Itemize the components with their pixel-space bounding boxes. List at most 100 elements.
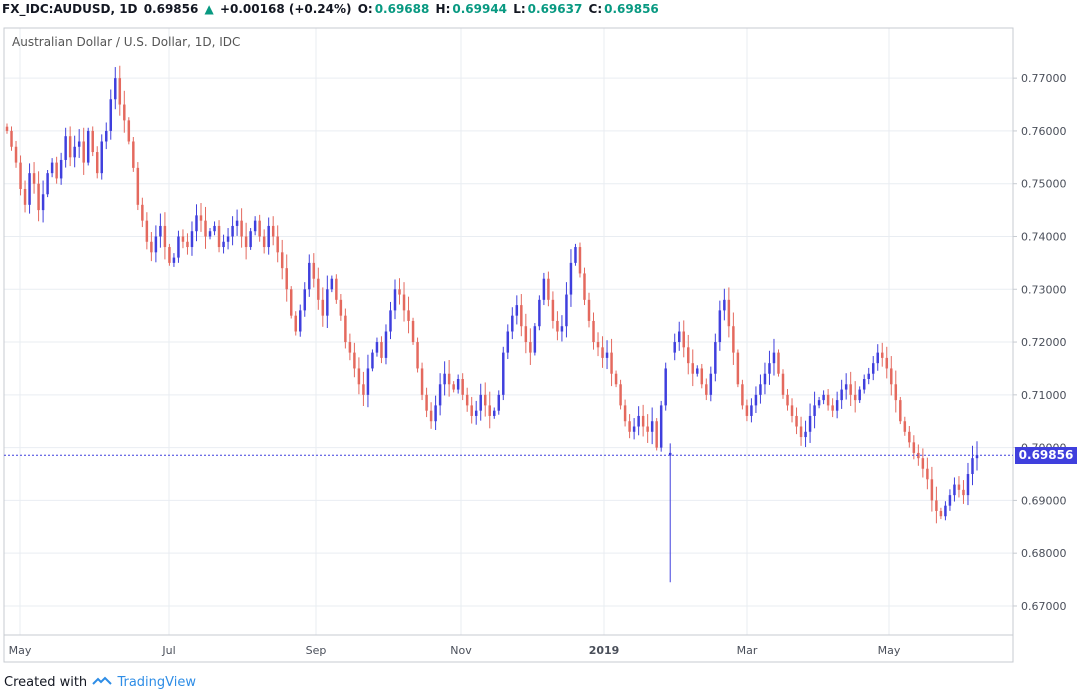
candle-body — [705, 384, 708, 395]
candle — [556, 311, 559, 341]
candle-body — [456, 379, 460, 390]
candle — [425, 387, 428, 418]
candle — [59, 152, 63, 185]
candle-body — [957, 484, 961, 490]
candle-body — [844, 384, 848, 390]
candle-body — [596, 342, 600, 348]
candle — [393, 279, 397, 320]
candle — [560, 315, 564, 342]
candle-body — [199, 215, 203, 221]
candle — [55, 156, 58, 184]
candle — [41, 180, 45, 223]
candle-body — [754, 394, 758, 406]
candle — [520, 294, 523, 337]
candle — [231, 216, 234, 246]
candle — [258, 214, 261, 242]
y-tick-label: 0.68000 — [1021, 547, 1067, 560]
candle-body — [77, 141, 81, 147]
candle-body — [177, 236, 180, 258]
candle-body — [168, 247, 171, 263]
candle-body — [637, 415, 640, 427]
candle — [326, 275, 329, 329]
candle — [317, 267, 320, 310]
candle — [849, 371, 852, 407]
candle — [461, 373, 464, 401]
candle-body — [208, 231, 212, 237]
candle-body — [145, 220, 149, 242]
candle-body — [614, 373, 618, 385]
candle-body — [565, 294, 568, 327]
candle-body — [700, 368, 704, 385]
candle-body — [718, 310, 722, 343]
candle-body — [86, 130, 90, 163]
candle — [687, 334, 690, 375]
candle-body — [109, 99, 113, 131]
candle-body — [204, 220, 207, 237]
candle — [145, 212, 149, 250]
candle-body — [389, 310, 392, 332]
candle — [308, 254, 311, 297]
candle — [262, 229, 266, 254]
candle — [77, 129, 81, 158]
candle-body — [95, 152, 99, 174]
time-axis[interactable]: May Jul Sep Nov 2019 Mar May — [9, 644, 901, 657]
candle — [664, 362, 667, 411]
candle — [948, 489, 952, 511]
candle-body — [276, 236, 279, 253]
candle — [574, 243, 577, 266]
candle-body — [515, 305, 519, 316]
candle — [19, 155, 22, 196]
price-axis[interactable]: 0.77000 0.76000 0.75000 0.74000 0.73000 0.720… — [1013, 72, 1067, 613]
candle — [736, 349, 740, 388]
candle-body — [425, 394, 428, 411]
candle — [402, 282, 406, 322]
candle-body — [127, 120, 131, 142]
candle — [650, 407, 654, 445]
candle — [73, 135, 76, 168]
candle — [921, 448, 925, 478]
candle-body — [59, 159, 63, 179]
candle — [592, 312, 595, 350]
candle — [465, 387, 469, 412]
candle-body — [267, 225, 270, 248]
candle — [123, 90, 126, 133]
candle-body — [362, 384, 365, 395]
candle — [371, 349, 374, 372]
candle-body — [533, 326, 537, 353]
candle-body — [524, 326, 528, 343]
candle-body — [420, 368, 424, 395]
candle-body — [488, 405, 491, 416]
candle-body — [813, 405, 816, 416]
x-tick-label: May — [9, 644, 32, 657]
candle — [114, 67, 117, 110]
candle — [890, 356, 893, 396]
candle-body — [826, 394, 830, 406]
y-tick-label: 0.73000 — [1021, 283, 1067, 296]
candle-body — [677, 331, 681, 343]
candle-body — [299, 310, 302, 332]
candle-body — [41, 194, 45, 211]
candle — [199, 202, 203, 232]
candle — [714, 333, 717, 382]
candle-body — [258, 220, 261, 237]
symbol-label[interactable]: FX_IDC:AUDUSD, 1D — [2, 2, 138, 16]
candle — [547, 271, 550, 307]
candle-body — [244, 236, 248, 248]
candle — [777, 349, 780, 377]
candle — [682, 320, 685, 358]
candle-body — [628, 421, 631, 432]
candle-body — [673, 342, 676, 353]
candle — [894, 370, 898, 413]
candle-body — [335, 278, 338, 300]
candle — [677, 321, 681, 351]
candle-body — [434, 405, 437, 422]
candle — [885, 346, 889, 379]
candle — [280, 239, 284, 280]
created-with-label: Created with — [4, 675, 88, 690]
candle-body — [858, 389, 861, 401]
tradingview-brand[interactable]: TradingView — [117, 675, 196, 690]
candle-body — [23, 188, 27, 205]
candle-body — [32, 173, 36, 184]
candle — [511, 307, 514, 340]
